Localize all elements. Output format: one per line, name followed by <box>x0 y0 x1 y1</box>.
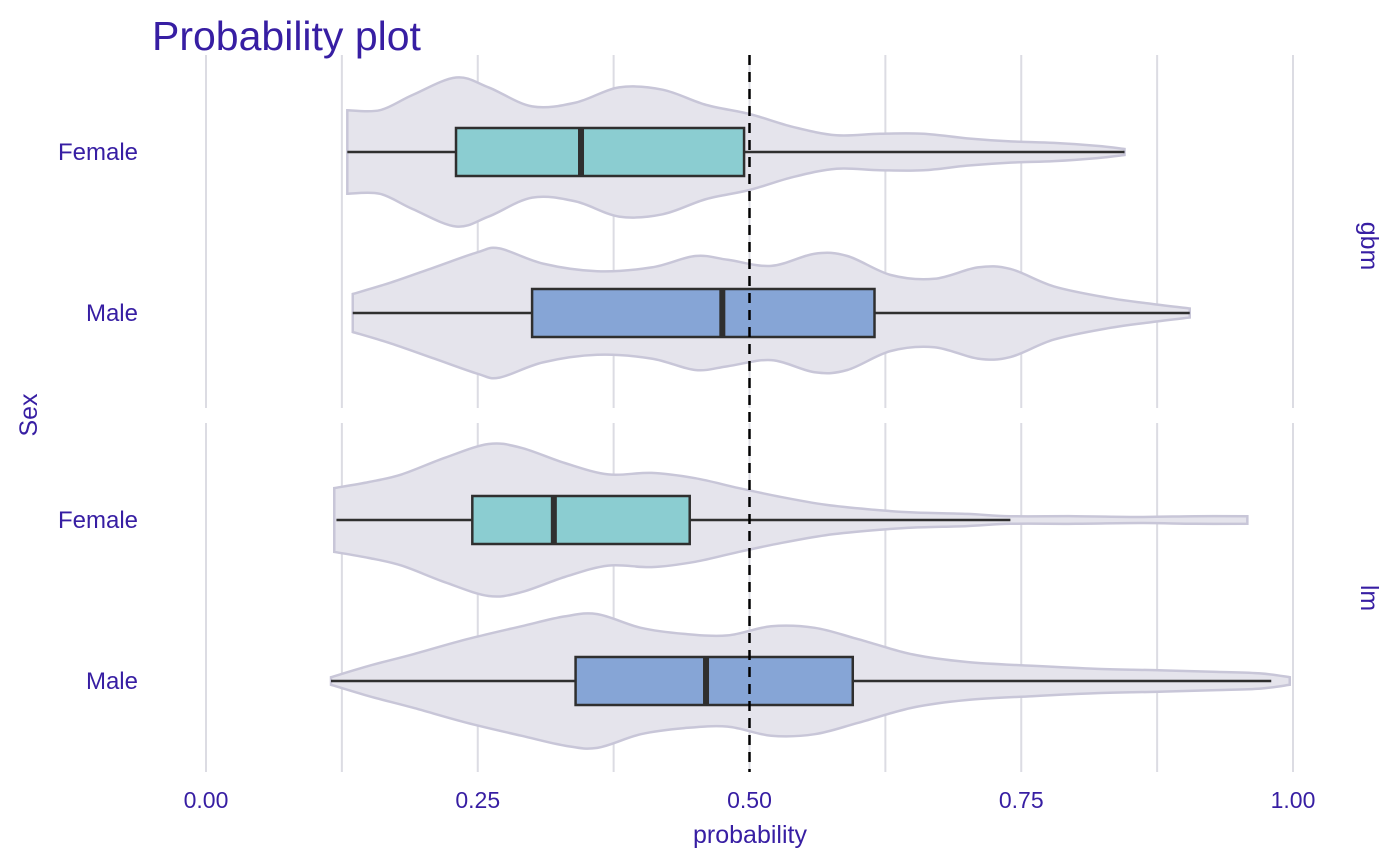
y-axis-category-labels: Female Male Female Male <box>58 139 138 695</box>
x-axis-ticks: 0.00 0.25 0.50 0.75 1.00 <box>184 787 1316 813</box>
x-tick-label: 0.25 <box>455 787 500 813</box>
chart-title: Probability plot <box>152 13 422 59</box>
y-category-label: Male <box>86 300 138 327</box>
box-iqr <box>530 287 876 339</box>
y-axis-title: Sex <box>15 393 43 437</box>
x-tick-label: 0.75 <box>999 787 1044 813</box>
facet-label-gbm: gbm <box>1355 222 1383 271</box>
x-axis-title: probability <box>693 821 807 849</box>
y-category-label: Female <box>58 139 138 166</box>
group-male <box>351 246 1191 380</box>
facet-label-lm: lm <box>1355 585 1383 611</box>
x-tick-label: 0.00 <box>184 787 229 813</box>
panel-lm <box>329 442 1291 750</box>
box-iqr <box>454 126 746 178</box>
box-iqr <box>574 655 855 707</box>
group-female <box>333 442 1249 598</box>
group-female <box>346 76 1126 228</box>
x-tick-label: 1.00 <box>1271 787 1316 813</box>
y-category-label: Male <box>86 668 138 695</box>
plot-panels <box>329 76 1291 750</box>
panel-gbm <box>346 76 1191 380</box>
x-tick-label: 0.50 <box>727 787 772 813</box>
box-iqr <box>471 494 691 546</box>
group-male <box>329 612 1291 750</box>
y-category-label: Female <box>58 507 138 534</box>
facet-strip-labels: gbm lm <box>1355 222 1383 612</box>
